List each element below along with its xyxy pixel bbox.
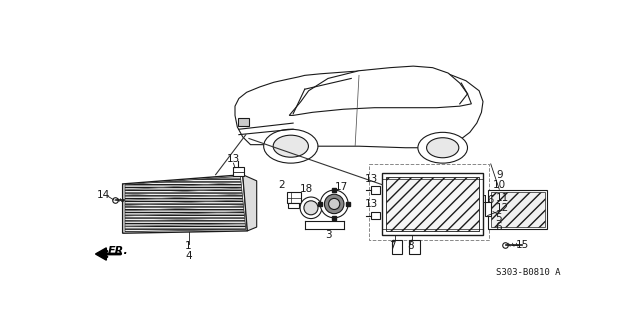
Text: 1: 1 — [185, 241, 192, 251]
Text: 12: 12 — [496, 203, 509, 213]
Text: 14: 14 — [97, 190, 110, 200]
Text: 13: 13 — [365, 173, 378, 184]
Polygon shape — [95, 248, 106, 260]
Ellipse shape — [304, 201, 318, 215]
Bar — [371, 212, 380, 219]
Bar — [484, 203, 491, 216]
Bar — [289, 203, 300, 208]
Text: 4: 4 — [185, 251, 192, 261]
Text: 11: 11 — [496, 193, 509, 203]
Bar — [488, 190, 547, 229]
Bar — [369, 164, 489, 240]
Ellipse shape — [418, 132, 467, 163]
Text: 6: 6 — [495, 222, 502, 232]
Polygon shape — [289, 66, 472, 116]
Bar — [410, 240, 420, 254]
Text: FR.: FR. — [108, 246, 129, 256]
Text: 3: 3 — [324, 230, 332, 240]
Ellipse shape — [328, 198, 340, 210]
Text: 7: 7 — [389, 241, 396, 251]
Ellipse shape — [427, 138, 459, 158]
Bar — [287, 192, 301, 203]
Bar — [386, 177, 479, 231]
Text: 15: 15 — [516, 240, 529, 250]
Text: S303-B0810 A: S303-B0810 A — [496, 268, 561, 277]
Text: 17: 17 — [335, 182, 348, 192]
Bar — [238, 118, 249, 126]
Polygon shape — [243, 175, 257, 231]
Polygon shape — [235, 69, 483, 148]
Text: 2: 2 — [278, 180, 285, 190]
Ellipse shape — [264, 129, 318, 163]
Polygon shape — [125, 176, 246, 232]
Text: 13: 13 — [365, 199, 378, 209]
Text: 10: 10 — [493, 180, 506, 190]
Ellipse shape — [300, 197, 322, 219]
Polygon shape — [123, 175, 248, 233]
Text: 8: 8 — [407, 241, 413, 251]
Bar — [491, 192, 545, 227]
Bar — [234, 167, 244, 176]
Bar — [382, 173, 483, 235]
Text: 5: 5 — [495, 213, 502, 223]
Text: 13: 13 — [227, 154, 240, 164]
Text: 16: 16 — [482, 195, 495, 205]
Bar — [371, 186, 380, 194]
Ellipse shape — [320, 190, 348, 218]
Ellipse shape — [273, 135, 308, 157]
Bar — [392, 240, 403, 254]
Text: 18: 18 — [300, 184, 313, 194]
Ellipse shape — [324, 194, 344, 214]
Text: 9: 9 — [496, 170, 502, 180]
